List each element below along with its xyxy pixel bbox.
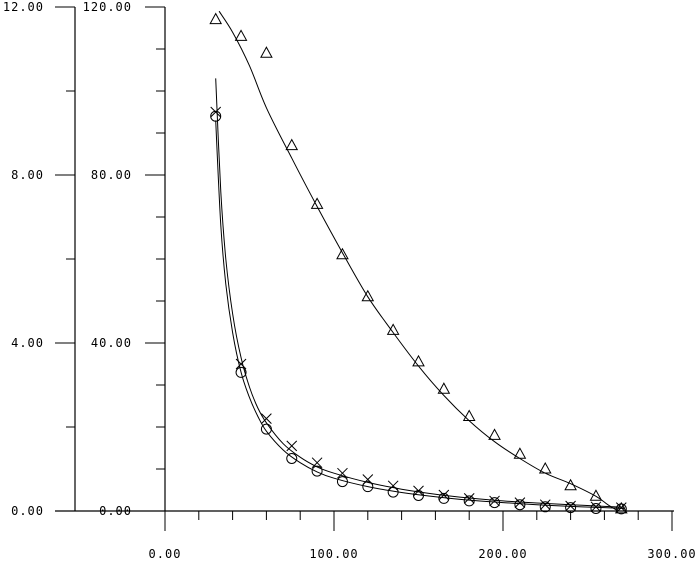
series-circle <box>210 110 627 515</box>
triangle-point <box>462 409 476 421</box>
series-triangle <box>209 10 628 514</box>
fit-curve-cross <box>215 78 625 508</box>
triangle-point <box>589 489 603 501</box>
x-tick-label: 300.00 <box>647 547 696 561</box>
fit-curve-triangle <box>218 10 619 512</box>
circle-point <box>539 501 551 513</box>
series-cross <box>210 78 627 513</box>
circle-point <box>413 489 424 501</box>
left-y-tick-label: 4.00 <box>11 336 44 350</box>
triangle-point <box>564 478 577 491</box>
circle-point <box>260 423 272 435</box>
chart-marks <box>209 10 628 515</box>
triangle-point <box>310 197 324 209</box>
circle-point <box>210 110 222 122</box>
right-y-tick-label: 120.00 <box>83 0 132 14</box>
circle-point <box>514 499 526 511</box>
triangle-point <box>488 428 501 440</box>
circle-point <box>387 486 399 498</box>
triangle-point <box>361 289 375 302</box>
right-y-tick-label: 0.00 <box>99 504 132 518</box>
circle-point <box>286 453 298 464</box>
circle-point <box>565 502 577 514</box>
cross-point <box>615 502 627 513</box>
fit-curve-circle <box>215 120 625 509</box>
cross-point <box>489 495 500 507</box>
triangle-point <box>437 382 451 394</box>
cross-point <box>286 440 298 452</box>
circle-point <box>463 495 475 507</box>
triangle-point <box>260 46 273 58</box>
cross-point <box>337 467 348 479</box>
left-y-tick-label: 12.00 <box>3 0 44 14</box>
right-y-tick-label: 40.00 <box>91 336 132 350</box>
cross-point <box>387 480 399 492</box>
x-tick-label: 200.00 <box>478 547 527 561</box>
triangle-point <box>412 354 425 367</box>
circle-point <box>438 492 450 504</box>
circle-point <box>489 497 501 509</box>
triangle-point <box>513 447 527 459</box>
circle-point <box>362 481 374 493</box>
triangle-point <box>386 323 400 335</box>
cross-point <box>261 413 272 424</box>
cross-point <box>514 497 526 508</box>
x-tick-label: 100.00 <box>309 547 358 561</box>
right-y-tick-label: 80.00 <box>91 168 132 182</box>
triangle-point <box>234 29 248 41</box>
circle-point <box>336 476 348 488</box>
cross-point <box>590 501 602 513</box>
triangle-point <box>285 138 299 151</box>
triangle-point <box>538 461 552 474</box>
circle-point <box>235 366 247 378</box>
cross-point <box>463 493 475 504</box>
circle-point <box>615 503 627 515</box>
circle-point <box>311 465 323 477</box>
left-y-tick-label: 8.00 <box>11 168 44 182</box>
triangle-point <box>336 247 349 260</box>
cross-point <box>311 457 323 469</box>
circle-point <box>590 502 602 514</box>
left-y-tick-label: 0.00 <box>11 504 44 518</box>
triangle-point <box>209 12 223 25</box>
axes: 0.00 4.00 8.00 12.00 0.00 40.00 80.00 120.00 0.0… <box>3 0 696 561</box>
cross-point <box>210 106 222 118</box>
x-tick-label: 0.00 <box>149 547 182 561</box>
